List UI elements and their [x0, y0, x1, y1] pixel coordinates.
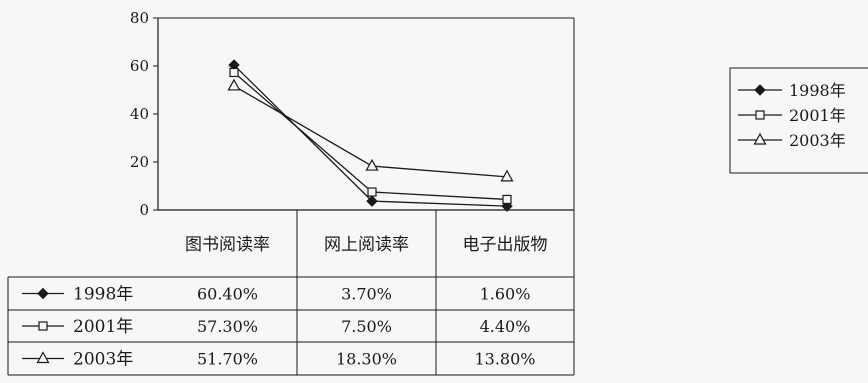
legend-marker-2 — [753, 132, 767, 145]
data-point-1-1 — [367, 187, 377, 197]
data-table: 图书阅读率 网上阅读率 电子出版物 1998年 60.40% 3.70% 1.60% 2001… — [7, 210, 575, 376]
y-tick-label: 0 — [139, 201, 149, 219]
legend-label: 1998年 — [789, 81, 846, 100]
y-tick-label: 20 — [130, 153, 149, 171]
y-axis: 80 60 40 20 0 — [130, 9, 158, 219]
legend-label: 2001年 — [789, 106, 846, 125]
y-tick-label: 80 — [130, 9, 149, 27]
legend-marker-0 — [754, 84, 766, 96]
category-label: 图书阅读率 — [185, 235, 270, 255]
legend-marker-1 — [755, 110, 765, 120]
legend-box — [729, 67, 868, 174]
row-key-marker-0 — [37, 287, 49, 300]
data-point-2-0 — [227, 78, 241, 91]
y-tick-label: 60 — [130, 57, 149, 75]
data-label: 18.30% — [336, 350, 397, 369]
data-label: 3.70% — [341, 285, 392, 304]
data-point-2-1 — [365, 158, 379, 171]
legend-label: 2003年 — [789, 131, 846, 150]
series-line-1 — [233, 71, 508, 201]
data-label: 60.40% — [197, 285, 258, 304]
row-key-marker-2 — [36, 351, 50, 364]
row-series-label: 2003年 — [73, 350, 133, 370]
row-key-marker-1 — [38, 321, 48, 331]
data-label: 13.80% — [474, 350, 535, 369]
row-series-label: 1998年 — [73, 285, 133, 305]
data-point-1-0 — [229, 67, 239, 78]
plot-frame — [157, 17, 575, 375]
y-tick-label: 40 — [130, 105, 149, 123]
data-label: 51.70% — [197, 350, 258, 369]
series-line-0 — [233, 64, 508, 207]
row-series-label: 2001年 — [73, 317, 133, 337]
data-label: 7.50% — [341, 317, 392, 336]
series-layer — [227, 59, 514, 212]
data-point-2-2 — [500, 169, 514, 182]
legend: 1998年 2001年 2003年 — [729, 67, 868, 174]
data-label: 4.40% — [480, 317, 531, 336]
data-label: 57.30% — [197, 317, 258, 336]
category-label: 电子出版物 — [463, 235, 548, 255]
category-label: 网上阅读率 — [324, 235, 409, 255]
data-point-0-1 — [366, 195, 378, 207]
data-label: 1.60% — [480, 285, 531, 304]
data-point-1-2 — [502, 194, 512, 205]
